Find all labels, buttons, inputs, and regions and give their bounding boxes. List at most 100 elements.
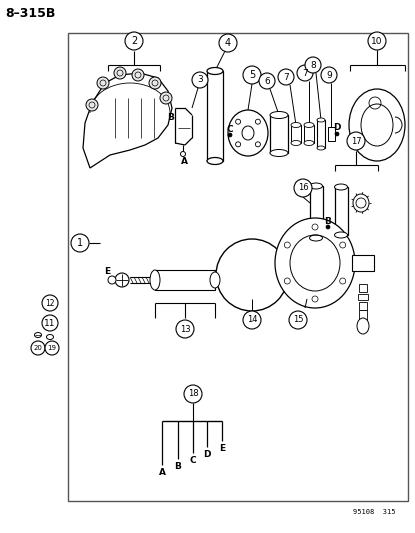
Text: 19: 19 <box>47 345 56 351</box>
Circle shape <box>368 32 386 50</box>
Circle shape <box>149 77 161 89</box>
Circle shape <box>347 132 365 150</box>
Circle shape <box>216 239 288 311</box>
Ellipse shape <box>291 141 301 146</box>
Ellipse shape <box>275 218 355 308</box>
Text: 13: 13 <box>180 325 190 334</box>
Text: D: D <box>333 124 341 133</box>
Text: B: B <box>325 216 332 225</box>
Bar <box>328 127 335 141</box>
Text: B: B <box>175 462 181 471</box>
Ellipse shape <box>46 335 54 340</box>
Text: 8–315B: 8–315B <box>5 7 55 20</box>
Bar <box>317 120 325 148</box>
Circle shape <box>86 99 98 111</box>
Circle shape <box>132 69 144 81</box>
Circle shape <box>289 311 307 329</box>
Ellipse shape <box>317 118 325 122</box>
Text: 4: 4 <box>225 38 231 48</box>
Text: 95108  315: 95108 315 <box>352 509 395 515</box>
Ellipse shape <box>270 111 288 118</box>
Circle shape <box>243 66 261 84</box>
Circle shape <box>42 295 58 311</box>
Ellipse shape <box>304 123 314 127</box>
Text: 10: 10 <box>371 36 383 45</box>
Circle shape <box>284 278 290 284</box>
Bar <box>304 125 314 143</box>
Circle shape <box>160 92 172 104</box>
Text: 20: 20 <box>34 345 42 351</box>
Circle shape <box>340 278 346 284</box>
Text: B: B <box>168 114 174 123</box>
Circle shape <box>219 34 237 52</box>
Text: D: D <box>203 450 211 459</box>
Ellipse shape <box>349 89 405 161</box>
Text: 3: 3 <box>197 76 203 85</box>
Circle shape <box>321 67 337 83</box>
Circle shape <box>312 296 318 302</box>
Bar <box>358 294 368 300</box>
Circle shape <box>125 32 143 50</box>
Text: 1: 1 <box>77 238 83 248</box>
Text: C: C <box>227 125 233 133</box>
Ellipse shape <box>34 333 42 337</box>
Bar <box>207 71 223 161</box>
Text: 14: 14 <box>247 316 257 325</box>
Bar <box>335 187 348 235</box>
Circle shape <box>278 69 294 85</box>
Bar <box>352 255 374 271</box>
Text: A: A <box>181 157 188 166</box>
Ellipse shape <box>353 194 369 212</box>
Text: E: E <box>219 444 225 453</box>
Circle shape <box>297 65 313 81</box>
Circle shape <box>192 72 208 88</box>
Ellipse shape <box>291 123 301 127</box>
Circle shape <box>340 242 346 248</box>
Circle shape <box>236 142 241 147</box>
Bar <box>359 284 367 292</box>
Ellipse shape <box>270 149 288 157</box>
Circle shape <box>45 341 59 355</box>
Circle shape <box>326 225 330 229</box>
Text: 7: 7 <box>283 72 289 82</box>
Circle shape <box>255 119 260 124</box>
Bar <box>68 33 408 501</box>
Circle shape <box>108 276 116 284</box>
Circle shape <box>181 151 186 157</box>
Circle shape <box>184 385 202 403</box>
Text: 11: 11 <box>44 319 56 327</box>
Text: 18: 18 <box>188 390 198 399</box>
Circle shape <box>335 132 339 136</box>
Ellipse shape <box>207 68 223 75</box>
Text: E: E <box>104 266 110 276</box>
Ellipse shape <box>310 183 322 189</box>
Circle shape <box>97 77 109 89</box>
Text: 7: 7 <box>302 69 308 77</box>
Ellipse shape <box>304 141 314 146</box>
Bar <box>270 115 288 153</box>
Circle shape <box>114 67 126 79</box>
Circle shape <box>31 341 45 355</box>
Text: 16: 16 <box>298 183 308 192</box>
Ellipse shape <box>310 235 322 241</box>
Bar <box>310 186 323 238</box>
Text: 12: 12 <box>45 298 55 308</box>
Text: 17: 17 <box>351 136 361 146</box>
Ellipse shape <box>207 157 223 165</box>
Bar <box>359 310 367 320</box>
Ellipse shape <box>334 232 347 238</box>
Text: 5: 5 <box>249 70 255 80</box>
Circle shape <box>71 234 89 252</box>
Ellipse shape <box>317 146 325 150</box>
Ellipse shape <box>334 184 347 190</box>
Circle shape <box>284 242 290 248</box>
Bar <box>155 270 215 290</box>
Text: 2: 2 <box>131 36 137 46</box>
Ellipse shape <box>115 273 129 287</box>
Ellipse shape <box>210 272 220 288</box>
Text: 8: 8 <box>310 61 316 69</box>
Bar <box>359 302 367 310</box>
Bar <box>291 125 301 143</box>
Circle shape <box>176 320 194 338</box>
Circle shape <box>236 119 241 124</box>
